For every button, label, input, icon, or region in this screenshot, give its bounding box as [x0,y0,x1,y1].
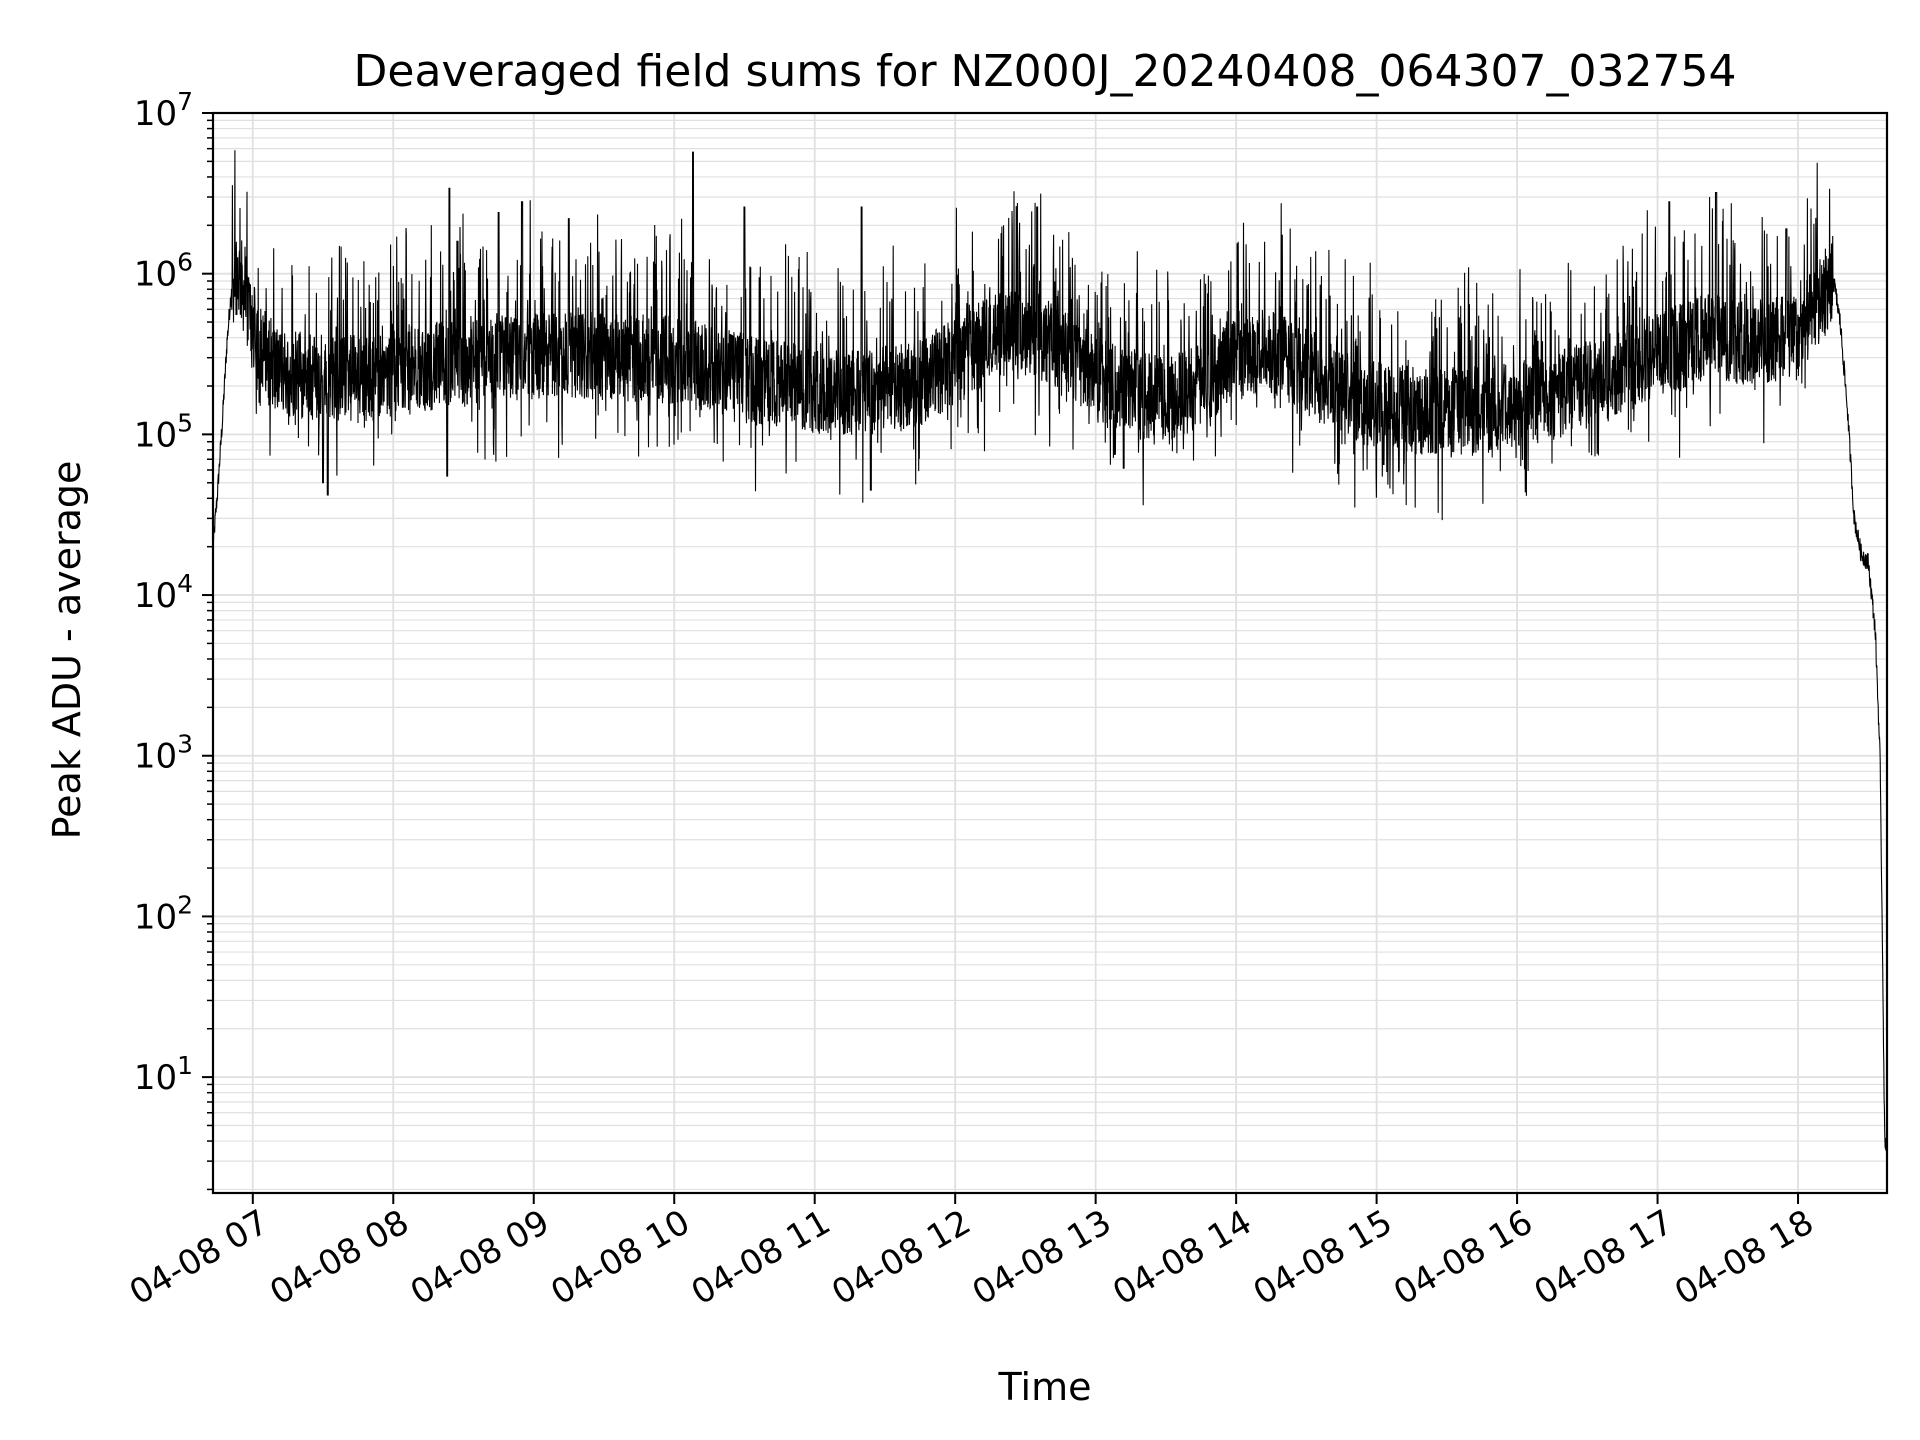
y-axis: 101 102 103 104 105 106 107 [134,87,213,1191]
plot-frame [211,111,1889,1195]
y-tick-label: 103 [134,730,193,777]
chart-title: Deaveraged field sums for NZ000J_2024040… [354,46,1737,97]
y-axis-label: Peak ADU - average [45,461,89,840]
data-series [212,150,1888,1151]
series-line [212,150,1888,1151]
y-tick-label: 106 [134,248,193,295]
x-axis-label: Time [998,1365,1092,1409]
y-tick-label: 101 [134,1051,193,1098]
y-tick-label: 107 [134,87,193,134]
grid [213,112,1887,1193]
y-tick-label: 105 [134,408,193,455]
y-tick-label: 104 [134,569,193,616]
y-tick-label: 102 [134,890,193,937]
